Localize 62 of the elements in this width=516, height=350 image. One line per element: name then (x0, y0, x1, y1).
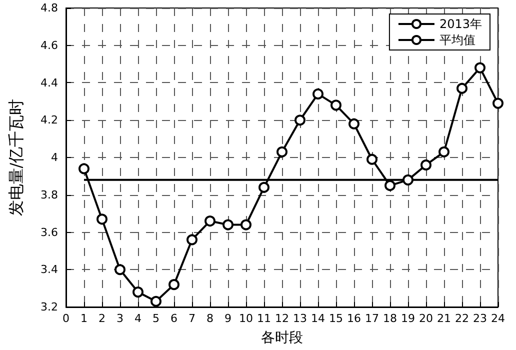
y-tick-label: 3.2 (40, 300, 58, 314)
point (402, 174, 414, 186)
y-tick-label: 4.2 (40, 114, 58, 127)
point (312, 88, 324, 100)
point (168, 279, 180, 290)
x-tick-label: 13 (293, 312, 307, 325)
point (420, 159, 432, 170)
x-tick-label: 19 (401, 312, 415, 325)
legend-label: 2013年 (439, 17, 482, 31)
x-tick-label: 2 (98, 312, 106, 325)
point (78, 163, 90, 174)
x-tick-label: 6 (170, 312, 178, 325)
point (366, 154, 378, 165)
y-tick-label: 4.8 (40, 2, 58, 14)
x-tick-label: 24 (491, 312, 505, 325)
x-tick-label: 1 (80, 312, 88, 325)
x-tick-label: 11 (257, 312, 271, 325)
point (132, 286, 144, 298)
point (438, 146, 450, 158)
point (474, 62, 486, 74)
x-tick-label: 14 (311, 312, 325, 325)
y-tick-label: 4.6 (40, 38, 58, 52)
point (276, 146, 288, 158)
point (150, 296, 162, 307)
y-tick-label: 3.4 (40, 263, 58, 276)
point (114, 264, 126, 276)
x-tick-label: 20 (419, 312, 433, 325)
x-tick-label: 12 (275, 312, 289, 325)
point (96, 214, 108, 225)
x-tick-label: 10 (239, 312, 253, 325)
y-axis-title: 发电量/亿千瓦时 (6, 98, 26, 216)
x-tick-label: 0 (62, 312, 70, 325)
point (492, 98, 504, 109)
point (348, 118, 360, 130)
x-tick-label: 8 (206, 312, 214, 325)
point (294, 114, 306, 126)
point (384, 180, 396, 192)
x-tick-label: 22 (455, 312, 469, 325)
x-tick-label: 15 (329, 312, 343, 325)
x-tick-label: 7 (188, 312, 196, 325)
y-tick-label: 4.4 (40, 76, 58, 90)
x-tick-label: 3 (116, 312, 124, 325)
x-tick-label: 9 (224, 312, 232, 325)
x-tick-label: 17 (365, 312, 379, 325)
y-tick-label: 3.8 (40, 188, 58, 202)
x-tick-label: 21 (437, 312, 451, 325)
point (186, 234, 198, 246)
y-tick-label: 4 (51, 151, 58, 164)
point (240, 219, 252, 230)
point (330, 100, 342, 111)
x-tick-label: 18 (383, 312, 397, 325)
y-tick-label: 3.6 (40, 226, 58, 239)
legend-label: 平均值 (439, 33, 476, 47)
point (204, 216, 216, 227)
x-tick-label: 5 (152, 312, 160, 325)
x-tick-label: 23 (473, 312, 487, 325)
x-axis-title: 各时段 (261, 330, 303, 346)
x-tick-label: 16 (347, 312, 361, 325)
point (456, 82, 468, 94)
x-tick-label: 4 (134, 312, 142, 325)
point (222, 219, 234, 230)
point (258, 182, 270, 193)
